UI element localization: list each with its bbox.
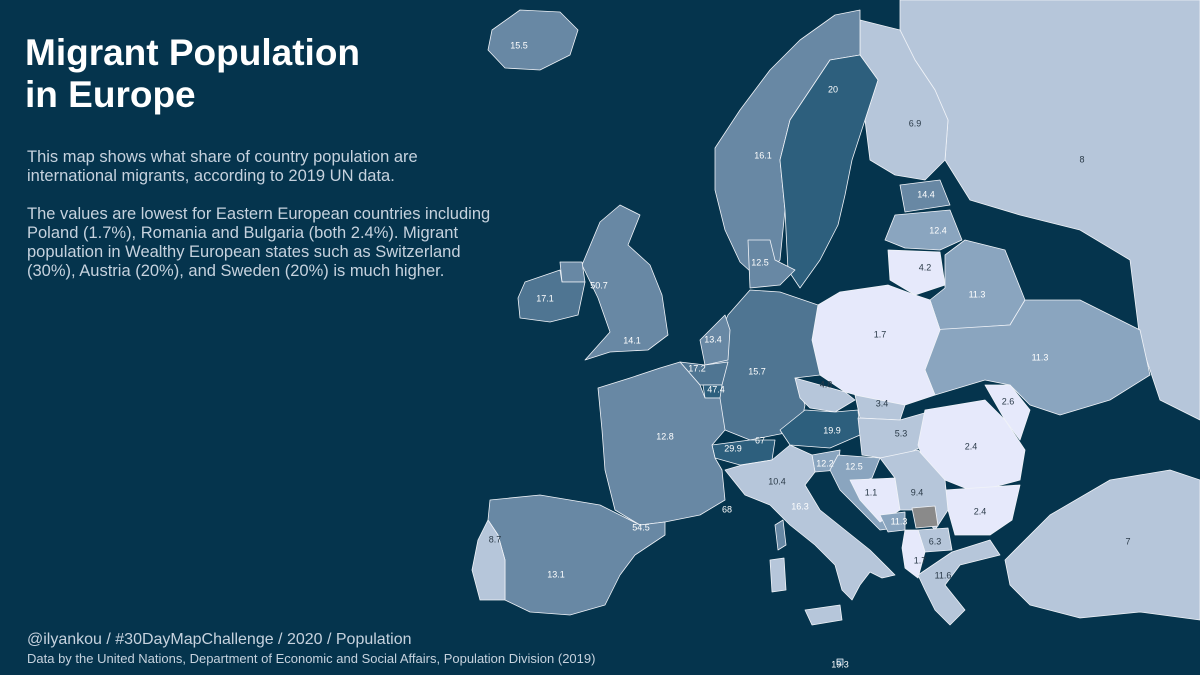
country-italy — [724, 444, 896, 601]
title-line-2: in Europe — [25, 74, 196, 115]
value-label-netherlands: 13.4 — [704, 334, 722, 344]
value-label-slovenia: 12.2 — [816, 458, 834, 468]
description-paragraph-2: The values are lowest for Eastern Europe… — [27, 205, 491, 280]
value-label-spain: 13.1 — [547, 569, 565, 579]
country-france-corsica — [774, 519, 787, 551]
value-label-poland: 1.7 — [874, 329, 887, 339]
value-label-malta: 19.3 — [831, 659, 849, 669]
value-label-norway: 16.1 — [754, 150, 772, 160]
value-label-italy: 10.4 — [768, 476, 786, 486]
value-label-belarus: 11.3 — [969, 289, 986, 299]
value-label-iceland: 15.5 — [510, 40, 528, 50]
value-label-portugal: 8.7 — [489, 534, 502, 544]
title-line-1: Migrant Population — [25, 32, 361, 73]
map-description: This map shows what share of country pop… — [27, 148, 497, 300]
country-poland — [811, 284, 941, 406]
country-france — [597, 361, 726, 526]
value-label-turkey: 7 — [1125, 536, 1130, 546]
value-label-slovakia: 3.4 — [876, 398, 889, 408]
value-label-austria: 19.9 — [823, 425, 841, 435]
country-latvia — [884, 209, 963, 251]
country-greece — [917, 539, 1001, 626]
value-label-andorra: 54.5 — [632, 522, 650, 532]
value-label-hungary: 5.3 — [895, 428, 908, 438]
country-iceland — [487, 9, 579, 71]
value-label-liechtenstein: 67 — [755, 435, 765, 445]
value-label-bosnia-herzegovina: 1.1 — [865, 487, 878, 497]
country-united-kingdom — [581, 204, 669, 361]
value-label-serbia: 9.4 — [911, 487, 924, 497]
country-italy-sardinia — [769, 557, 787, 593]
value-label-france: 12.8 — [656, 431, 674, 441]
value-label-sweden: 20 — [828, 84, 838, 94]
value-label-isle-of-man: 50.7 — [590, 280, 608, 290]
value-label-north-macedonia: 6.3 — [929, 536, 942, 546]
value-label-montenegro: 11.3 — [891, 516, 908, 526]
value-label-lithuania: 4.2 — [919, 262, 932, 272]
value-label-switzerland: 29.9 — [724, 443, 742, 453]
country-netherlands — [699, 314, 731, 366]
description-paragraph-1: This map shows what share of country pop… — [27, 148, 418, 185]
value-label-denmark: 12.5 — [751, 257, 769, 267]
country-denmark — [747, 239, 796, 289]
country-malta — [836, 658, 844, 666]
value-label-romania: 2.4 — [965, 441, 978, 451]
country-portugal — [471, 519, 506, 601]
country-estonia — [899, 179, 951, 213]
country-ireland — [517, 269, 586, 323]
value-label-moldova: 2.6 — [1002, 396, 1015, 406]
value-label-latvia: 12.4 — [929, 225, 947, 235]
country-italy-sicily — [804, 604, 843, 626]
value-label-luxembourg: 47.4 — [707, 384, 725, 394]
country-sweden — [779, 54, 879, 289]
author-credit: @ilyankou / #30DayMapChallenge / 2020 / … — [27, 631, 412, 648]
country-turkey — [1004, 469, 1200, 621]
country-albania — [901, 529, 926, 579]
value-label-germany: 15.7 — [748, 366, 766, 376]
country-ukraine — [924, 299, 1151, 416]
value-label-croatia: 12.5 — [845, 461, 863, 471]
value-label-greece: 11.6 — [935, 570, 952, 580]
map-title: Migrant Population in Europe — [25, 32, 360, 116]
value-label-russia: 8 — [1079, 154, 1084, 164]
data-source: Data by the United Nations, Department o… — [27, 651, 596, 666]
value-label-belgium: 17.2 — [688, 363, 706, 373]
value-label-albania: 1.7 — [914, 555, 927, 565]
country-lithuania — [887, 249, 946, 296]
value-label-bulgaria: 2.4 — [974, 506, 987, 516]
value-label-ukraine: 11.3 — [1032, 352, 1049, 362]
value-label-united-kingdom: 14.1 — [623, 335, 641, 345]
country-united-kingdom-ni — [559, 261, 586, 283]
value-label-ireland: 17.1 — [536, 293, 554, 303]
value-label-monaco: 68 — [722, 504, 732, 514]
country-value-labels: 15.5 16.1 20 6.9 8 14.4 12.4 4.2 11.3 11.3 2.6 1.7 1… — [489, 40, 1131, 669]
value-label-estonia: 14.4 — [917, 189, 935, 199]
value-label-san-marino: 16.3 — [791, 501, 809, 511]
country-moldova — [984, 384, 1031, 441]
value-label-czechia: 4.8 — [820, 379, 833, 389]
value-label-finland: 6.9 — [909, 118, 922, 128]
country-kosovo — [911, 505, 939, 529]
